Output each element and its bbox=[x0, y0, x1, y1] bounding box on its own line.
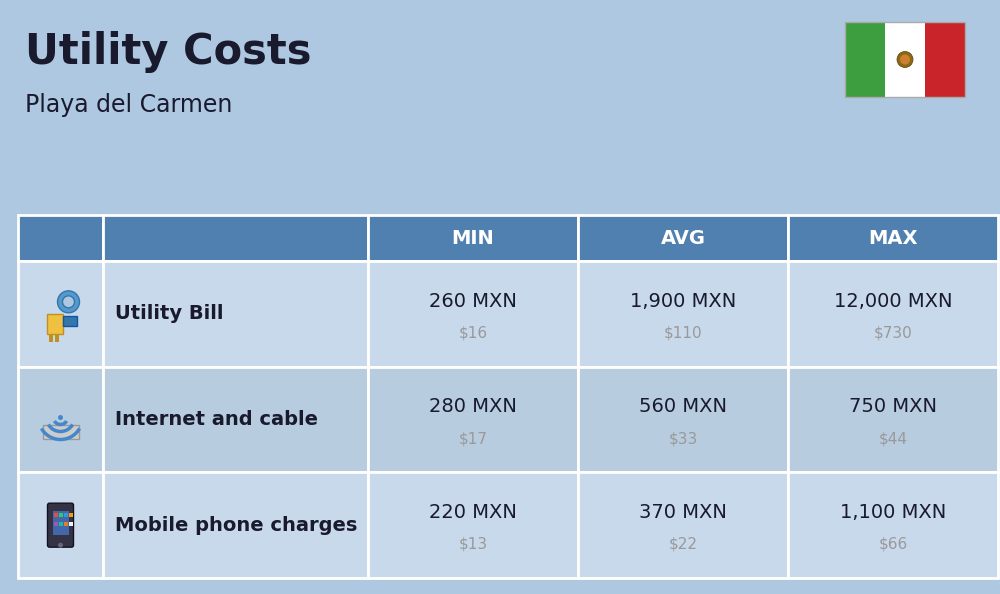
Bar bbox=[788, 472, 998, 578]
Circle shape bbox=[900, 55, 910, 65]
Text: 750 MXN: 750 MXN bbox=[849, 397, 937, 416]
Circle shape bbox=[897, 52, 913, 68]
Bar bbox=[925, 22, 965, 97]
Bar bbox=[578, 366, 788, 472]
Text: Utility Costs: Utility Costs bbox=[25, 31, 312, 73]
Text: 1,100 MXN: 1,100 MXN bbox=[840, 503, 946, 522]
Bar bbox=[54, 522, 58, 526]
Text: 280 MXN: 280 MXN bbox=[429, 397, 517, 416]
Text: 1,900 MXN: 1,900 MXN bbox=[630, 292, 736, 311]
Text: 12,000 MXN: 12,000 MXN bbox=[834, 292, 952, 311]
Bar bbox=[64, 513, 68, 517]
Bar bbox=[62, 316, 76, 326]
Bar bbox=[18, 261, 103, 366]
Text: 370 MXN: 370 MXN bbox=[639, 503, 727, 522]
Bar bbox=[788, 261, 998, 366]
Bar bbox=[103, 472, 368, 578]
Bar bbox=[48, 334, 52, 342]
Text: 260 MXN: 260 MXN bbox=[429, 292, 517, 311]
Text: Mobile phone charges: Mobile phone charges bbox=[115, 516, 357, 535]
Text: $22: $22 bbox=[668, 537, 698, 552]
Bar bbox=[46, 314, 62, 334]
Text: MAX: MAX bbox=[868, 229, 918, 248]
Bar bbox=[578, 472, 788, 578]
Bar bbox=[68, 513, 72, 517]
Bar bbox=[54, 334, 58, 342]
Text: MIN: MIN bbox=[452, 229, 494, 248]
Bar bbox=[845, 22, 965, 97]
Bar bbox=[103, 366, 368, 472]
Text: $13: $13 bbox=[458, 537, 488, 552]
Bar bbox=[64, 522, 68, 526]
Text: $110: $110 bbox=[664, 326, 702, 340]
Bar bbox=[578, 261, 788, 366]
Bar bbox=[368, 366, 578, 472]
Bar bbox=[42, 425, 78, 438]
Text: AVG: AVG bbox=[660, 229, 706, 248]
Bar bbox=[52, 511, 68, 535]
Circle shape bbox=[58, 543, 63, 548]
Text: $17: $17 bbox=[458, 431, 488, 446]
Bar bbox=[788, 215, 998, 261]
FancyBboxPatch shape bbox=[48, 503, 74, 547]
Text: Utility Bill: Utility Bill bbox=[115, 304, 224, 323]
Bar bbox=[58, 513, 62, 517]
Bar bbox=[18, 215, 103, 261]
Bar bbox=[788, 366, 998, 472]
Text: $33: $33 bbox=[668, 431, 698, 446]
Circle shape bbox=[58, 415, 63, 420]
Text: $730: $730 bbox=[874, 326, 912, 340]
Bar bbox=[103, 261, 368, 366]
Bar bbox=[18, 366, 103, 472]
Bar bbox=[885, 22, 925, 97]
Bar bbox=[368, 261, 578, 366]
Bar bbox=[368, 472, 578, 578]
Text: $16: $16 bbox=[458, 326, 488, 340]
Bar bbox=[54, 513, 58, 517]
Text: $66: $66 bbox=[878, 537, 908, 552]
Bar bbox=[58, 522, 62, 526]
Bar bbox=[845, 22, 885, 97]
Bar bbox=[368, 215, 578, 261]
Bar bbox=[18, 472, 103, 578]
Text: $44: $44 bbox=[879, 431, 908, 446]
Bar bbox=[103, 215, 368, 261]
Bar bbox=[68, 522, 72, 526]
Bar bbox=[578, 215, 788, 261]
Text: Internet and cable: Internet and cable bbox=[115, 410, 318, 429]
Text: Playa del Carmen: Playa del Carmen bbox=[25, 93, 232, 117]
Circle shape bbox=[62, 296, 74, 308]
Circle shape bbox=[58, 291, 80, 313]
Text: 220 MXN: 220 MXN bbox=[429, 503, 517, 522]
Text: 560 MXN: 560 MXN bbox=[639, 397, 727, 416]
